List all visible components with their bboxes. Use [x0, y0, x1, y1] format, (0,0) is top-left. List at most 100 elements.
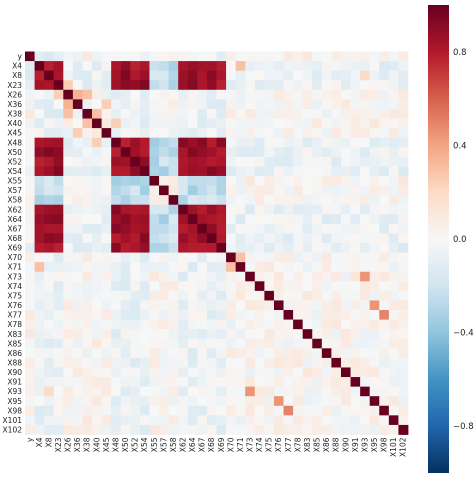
heatmap-cell	[72, 214, 83, 225]
heatmap-cell	[388, 166, 399, 177]
heatmap-cell	[34, 310, 45, 320]
heatmap-cell	[139, 233, 150, 244]
heatmap-cell	[254, 147, 265, 158]
heatmap-cell	[25, 396, 35, 407]
heatmap-cell	[264, 271, 275, 282]
heatmap-cell	[369, 310, 380, 320]
heatmap-cell	[197, 175, 208, 186]
heatmap-cell	[187, 118, 198, 129]
heatmap-cell	[34, 252, 45, 263]
heatmap-cell	[53, 319, 64, 330]
heatmap-cell	[101, 377, 112, 388]
heatmap-cell	[245, 329, 256, 340]
heatmap-cell	[360, 128, 371, 139]
heatmap-cell	[379, 108, 390, 119]
heatmap-cell	[72, 175, 83, 186]
heatmap-cell	[245, 386, 256, 397]
heatmap-cell	[178, 80, 189, 91]
heatmap-cell	[302, 70, 313, 81]
heatmap-cell	[388, 89, 399, 100]
heatmap-cell	[293, 175, 304, 186]
heatmap-cell	[159, 262, 170, 273]
heatmap-cell	[350, 137, 361, 148]
heatmap-cell	[321, 185, 332, 196]
heatmap-cell	[149, 405, 160, 416]
heatmap-cell	[111, 424, 122, 435]
heatmap-cell	[187, 108, 198, 119]
heatmap-cell	[216, 243, 227, 253]
heatmap-cell	[245, 51, 256, 62]
heatmap-cell	[331, 348, 342, 359]
heatmap-cell	[340, 61, 351, 72]
heatmap-cell	[44, 223, 55, 234]
heatmap-cell	[264, 290, 275, 301]
heatmap-cell	[264, 367, 275, 378]
heatmap-cell	[264, 223, 275, 234]
heatmap-cell	[254, 329, 265, 340]
heatmap-cell	[369, 51, 380, 62]
heatmap-cell	[350, 233, 361, 244]
heatmap-cell	[63, 118, 74, 129]
heatmap-cell	[63, 367, 74, 378]
heatmap-cell	[273, 243, 284, 253]
heatmap-cell	[340, 233, 351, 244]
heatmap-cell	[53, 80, 64, 91]
heatmap-cell	[369, 166, 380, 177]
heatmap-cell	[34, 61, 45, 72]
heatmap-cell	[168, 175, 179, 186]
heatmap-cell	[388, 338, 399, 349]
heatmap-cell	[139, 271, 150, 282]
heatmap-cell	[293, 99, 304, 110]
heatmap-cell	[312, 61, 323, 72]
heatmap-cell	[235, 262, 246, 273]
heatmap-cell	[159, 195, 170, 206]
heatmap-cell	[44, 137, 55, 148]
x-tick-label: X75	[265, 437, 274, 452]
heatmap-cell	[245, 367, 256, 378]
heatmap-cell	[398, 290, 409, 301]
heatmap-cell	[25, 214, 35, 225]
heatmap-cell	[111, 233, 122, 244]
heatmap-cell	[149, 386, 160, 397]
heatmap-cell	[360, 99, 371, 110]
heatmap-cell	[340, 424, 351, 435]
heatmap-cell	[149, 204, 160, 215]
heatmap-cell	[235, 175, 246, 186]
heatmap-cell	[321, 367, 332, 378]
heatmap-cell	[369, 118, 380, 129]
heatmap-cell	[82, 396, 93, 407]
heatmap-cell	[72, 61, 83, 72]
heatmap-cell	[25, 51, 35, 62]
heatmap-cell	[101, 290, 112, 301]
heatmap-cell	[159, 348, 170, 359]
heatmap-cell	[388, 424, 399, 435]
heatmap-cell	[245, 204, 256, 215]
heatmap-cell	[53, 195, 64, 206]
heatmap-cell	[139, 262, 150, 273]
heatmap-cell	[379, 377, 390, 388]
heatmap-cell	[44, 89, 55, 100]
heatmap-cell	[398, 99, 409, 110]
x-tick-label: X70	[226, 437, 235, 452]
heatmap-cell	[398, 300, 409, 311]
heatmap-cell	[120, 175, 131, 186]
heatmap-cell	[226, 262, 237, 273]
heatmap-cell	[216, 424, 227, 435]
heatmap-cell	[63, 310, 74, 320]
heatmap-cell	[197, 118, 208, 129]
heatmap-cell	[360, 70, 371, 81]
heatmap-cell	[178, 396, 189, 407]
heatmap-cell	[130, 271, 141, 282]
heatmap-cell	[92, 415, 102, 426]
heatmap-cell	[369, 147, 380, 158]
heatmap-cell	[197, 233, 208, 244]
heatmap-cell	[398, 118, 409, 129]
heatmap-cell	[360, 396, 371, 407]
heatmap-cell	[331, 357, 342, 368]
heatmap-cell	[398, 166, 409, 177]
heatmap-cell	[273, 386, 284, 397]
heatmap-cell	[283, 204, 294, 215]
heatmap-cell	[25, 348, 35, 359]
heatmap-cell	[187, 243, 198, 253]
heatmap-cell	[283, 118, 294, 129]
